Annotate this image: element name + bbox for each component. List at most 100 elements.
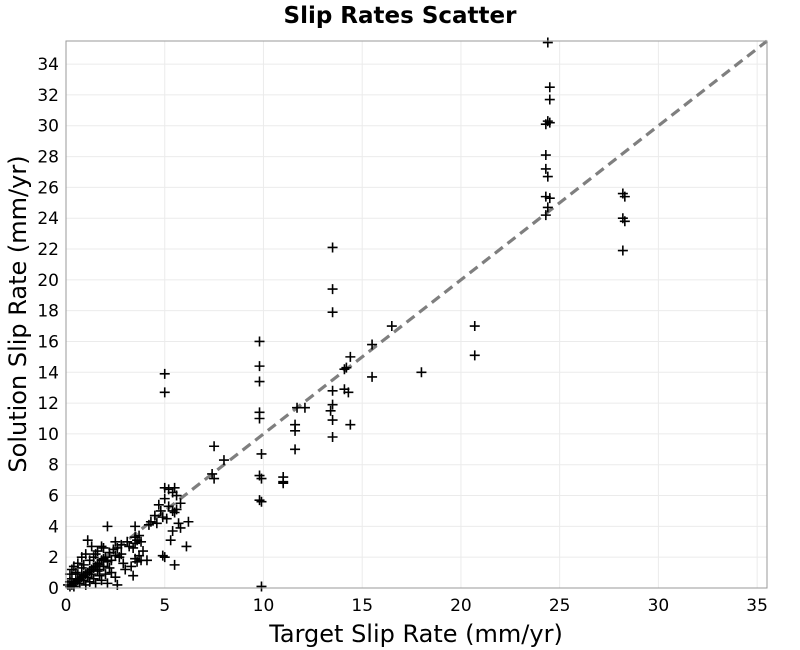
data-point [325,405,336,416]
data-point [130,521,141,532]
data-point [86,541,97,552]
x-tick-label: 10 [253,596,275,616]
data-point [207,468,218,479]
y-tick-label: 2 [48,548,59,568]
y-tick-label: 22 [37,240,59,260]
data-point [165,535,176,546]
data-point [256,448,267,459]
data-point [299,402,310,413]
data-point [327,431,338,442]
data-point [341,362,352,373]
y-tick-label: 10 [37,425,59,445]
data-point [159,493,170,504]
y-tick-label: 16 [37,332,59,352]
data-point [126,561,137,572]
data-point [327,399,338,410]
y-tick-label: 32 [37,86,59,106]
data-point [88,552,99,563]
data-point [345,419,356,430]
x-tick-label: 35 [746,596,768,616]
data-point [76,552,87,563]
data-point [254,376,265,387]
data-point [98,542,109,553]
y-tick-label: 8 [48,456,59,476]
x-tick-label: 0 [61,596,72,616]
data-point [540,210,551,221]
data-point [82,535,93,546]
data-point [542,171,553,182]
data-point [173,518,184,529]
data-point [617,245,628,256]
data-point [92,566,103,577]
data-point [290,425,301,436]
data-point [218,455,229,466]
data-point [102,521,113,532]
data-point [118,558,129,569]
data-point [143,519,154,530]
y-axis-label: Solution Slip Rate (mm/yr) [4,155,32,472]
data-point [161,513,172,524]
data-point [157,550,168,561]
data-point [106,567,117,578]
data-point [74,578,85,589]
y-tick-label: 0 [48,579,59,599]
data-point [544,94,555,105]
data-point [367,339,378,350]
data-point [70,567,81,578]
y-tick-label: 4 [48,517,59,537]
data-point [171,490,182,501]
data-point [327,307,338,318]
data-point [96,575,107,586]
data-point [327,284,338,295]
data-point [209,473,220,484]
x-tick-label: 5 [159,596,170,616]
data-point [159,387,170,398]
data-points [62,37,630,592]
chart-title: Slip Rates Scatter [284,3,518,29]
x-tick-label: 15 [351,596,373,616]
data-point [92,546,103,557]
data-point [149,510,160,521]
data-point [345,351,356,362]
plot-frame [65,40,768,589]
reference-line [65,39,768,590]
y-tick-label: 6 [48,487,59,507]
data-point [181,541,192,552]
data-point [327,242,338,253]
data-point [153,499,164,510]
data-point [254,361,265,372]
data-point [110,536,121,547]
data-point [544,193,555,204]
data-point [254,336,265,347]
data-point [209,441,220,452]
data-point [254,495,265,506]
data-point [155,505,166,516]
data-point [72,569,83,580]
data-point [540,150,551,161]
y-tick-label: 20 [37,271,59,291]
data-point [136,536,147,547]
data-point [159,552,170,563]
data-point [290,444,301,455]
data-point [542,37,553,48]
data-point [254,413,265,424]
data-point [540,119,551,130]
data-point [544,82,555,93]
data-point [619,216,630,227]
x-tick-label: 20 [450,596,472,616]
y-tick-label: 26 [37,178,59,198]
y-tick-label: 24 [37,209,59,229]
data-point [124,541,135,552]
data-point [132,556,143,567]
data-point [167,525,178,536]
data-point [278,478,289,489]
data-point [256,581,267,592]
x-axis-label: Target Slip Rate (mm/yr) [268,620,563,648]
data-point [90,578,101,589]
data-point [169,559,180,570]
data-point [151,518,162,529]
y-tick-label: 18 [37,302,59,322]
data-point [542,202,553,213]
data-point [78,559,89,570]
